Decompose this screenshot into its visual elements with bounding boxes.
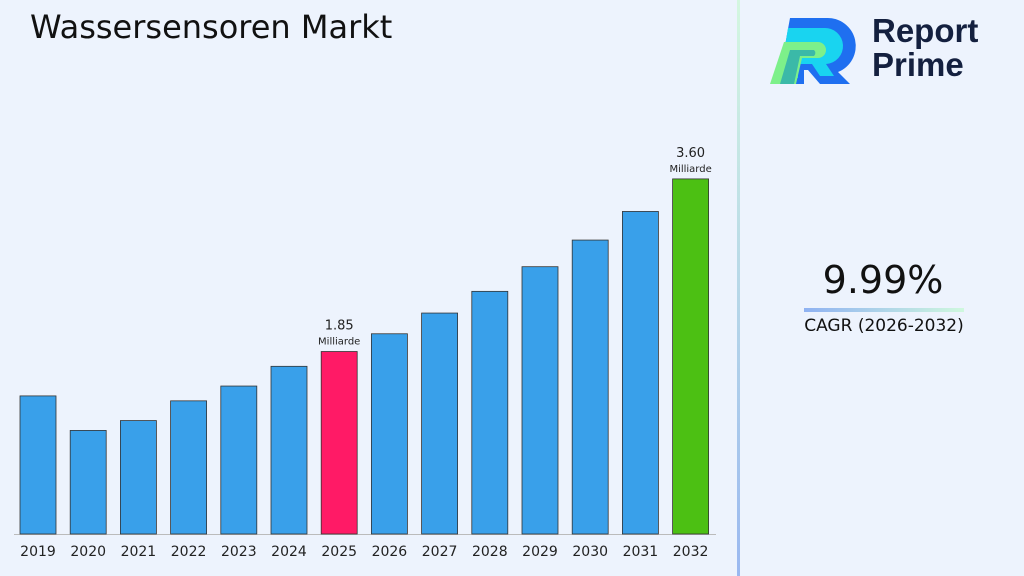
x-tick-label: 2021 xyxy=(121,544,157,560)
bar-2023 xyxy=(220,385,258,535)
data-label-value: 1.85 xyxy=(325,319,354,334)
data-label-value: 3.60 xyxy=(676,146,705,161)
x-tick-label: 2031 xyxy=(623,544,659,560)
bar-2026 xyxy=(370,333,408,535)
bar-2032 xyxy=(672,178,709,535)
x-tick-label: 2030 xyxy=(572,544,608,560)
cagr-value: 9.99% xyxy=(822,258,944,302)
cagr-label: CAGR (2026-2032) xyxy=(804,316,964,336)
bar-2030 xyxy=(571,239,609,535)
bar-2022 xyxy=(170,400,208,535)
report-prime-logo-icon xyxy=(770,17,856,84)
x-tick-label: 2024 xyxy=(271,544,307,560)
bar-chart: 2019 2020 2021 2022 2023 2024 2025 1.85 Milliard… xyxy=(14,146,716,560)
bar-2028 xyxy=(471,290,509,535)
bar-2024 xyxy=(270,365,308,535)
x-tick-label: 2028 xyxy=(472,544,508,560)
data-label-unit: Milliarde xyxy=(318,337,360,348)
x-tick-label: 2020 xyxy=(70,544,106,560)
bar-2021 xyxy=(120,420,157,535)
bar-2019 xyxy=(19,395,57,535)
x-tick-label: 2019 xyxy=(20,544,56,560)
x-tick-label: 2025 xyxy=(321,544,357,560)
x-tick-label: 2022 xyxy=(171,544,207,560)
data-label-unit: Milliarde xyxy=(669,164,711,175)
bar-2020 xyxy=(69,430,107,535)
logo-line1: Report xyxy=(872,12,979,49)
x-tick-label: 2029 xyxy=(522,544,558,560)
bar-2027 xyxy=(421,312,459,535)
x-tick-label: 2023 xyxy=(221,544,257,560)
bar-2031 xyxy=(622,211,659,535)
x-tick-label: 2026 xyxy=(372,544,408,560)
cagr-underline xyxy=(804,308,964,312)
logo-text: Report Prime xyxy=(872,14,978,82)
bar-2025 xyxy=(320,351,358,535)
divider xyxy=(737,0,740,576)
chart-title: Wassersensoren Markt xyxy=(30,8,393,46)
logo-line2: Prime xyxy=(872,46,964,83)
x-tick-label: 2027 xyxy=(422,544,458,560)
x-tick-label: 2032 xyxy=(673,544,709,560)
bar-2029 xyxy=(521,266,559,535)
